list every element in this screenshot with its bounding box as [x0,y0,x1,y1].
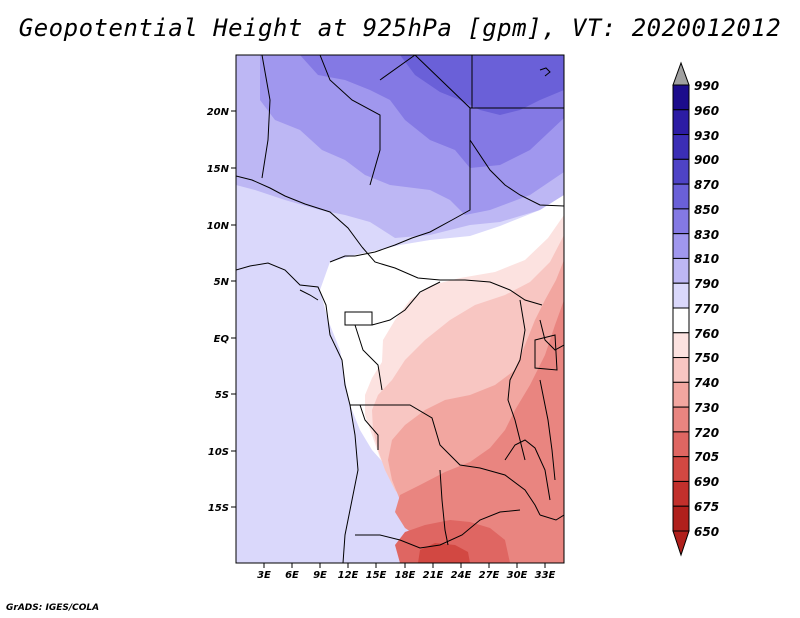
colorbar-label-750: 750 [694,351,719,365]
lon-label-27e: 27E [479,570,500,581]
colorbar-label-730: 730 [694,401,719,415]
colorbar-label-900: 900 [694,153,719,167]
colorbar-label-870: 870 [694,178,719,192]
colorbar-label-740: 740 [694,376,719,390]
colorbar-swatch [672,208,690,235]
colorbar-swatch [672,307,690,334]
colorbar-swatch [672,109,690,136]
colorbar-label-850: 850 [694,203,719,217]
lon-label-6e: 6E [285,570,299,581]
colorbar-swatch [672,406,690,433]
colorbar-swatch [672,357,690,383]
colorbar-label-930: 930 [694,129,719,143]
country-borders [236,55,564,563]
plot-frame [235,54,565,564]
lat-label-10n: 10N [207,221,230,232]
colorbar-swatch [672,332,690,359]
colorbar-swatch [672,431,690,458]
lat-label-eq: EQ [214,334,230,345]
colorbar-swatch [672,480,690,507]
lon-label-12e: 12E [338,570,359,581]
lon-label-30e: 30E [507,570,528,581]
colorbar-label-810: 810 [694,252,719,266]
lon-label-3e: 3E [257,570,271,581]
colorbar-label-705: 705 [694,450,719,464]
colorbar-label-990: 990 [694,79,719,93]
colorbar-swatch [672,84,690,111]
colorbar-swatch [672,183,690,210]
colorbar-swatch [672,257,690,284]
lat-label-10s: 10S [208,447,229,458]
colorbar-swatch [672,456,690,482]
colorbar-swatch [672,233,690,259]
lon-label-15e: 15E [366,570,387,581]
contour-720 [395,300,564,563]
lat-label-5n: 5N [214,277,230,288]
colorbar-swatch [672,505,690,532]
lat-label-15n: 15N [207,164,230,175]
colorbar-label-960: 960 [694,104,719,118]
lon-label-21e: 21E [423,570,444,581]
lon-label-18e: 18E [395,570,416,581]
colorbar-top-arrow [672,61,690,86]
contour-690 [418,543,470,563]
colorbar [672,61,690,557]
grads-credit: GrADS: IGES/COLA [6,603,100,613]
lat-label-15s: 15S [208,503,229,514]
latitude-axis [231,110,236,508]
lat-label-20n: 20N [207,107,230,118]
height-field [236,55,564,563]
colorbar-label-690: 690 [694,475,719,489]
colorbar-label-720: 720 [694,426,719,440]
colorbar-label-770: 770 [694,302,719,316]
colorbar-swatch [672,282,690,309]
lat-label-5s: 5S [215,390,229,401]
lon-label-9e: 9E [313,570,327,581]
colorbar-label-760: 760 [694,327,719,341]
colorbar-swatch [672,381,690,408]
colorbar-label-830: 830 [694,228,719,242]
colorbar-bottom-arrow [672,530,690,557]
colorbar-swatch [672,158,690,185]
lon-label-33e: 33E [535,570,556,581]
colorbar-swatch [672,134,690,160]
contour-850 [400,55,564,115]
longitude-axis [263,563,546,568]
colorbar-label-650: 650 [694,525,719,539]
map-title: Geopotential Height at 925hPa [gpm], VT:… [18,14,782,42]
colorbar-label-675: 675 [694,500,719,514]
colorbar-label-790: 790 [694,277,719,291]
lon-label-24e: 24E [451,570,472,581]
